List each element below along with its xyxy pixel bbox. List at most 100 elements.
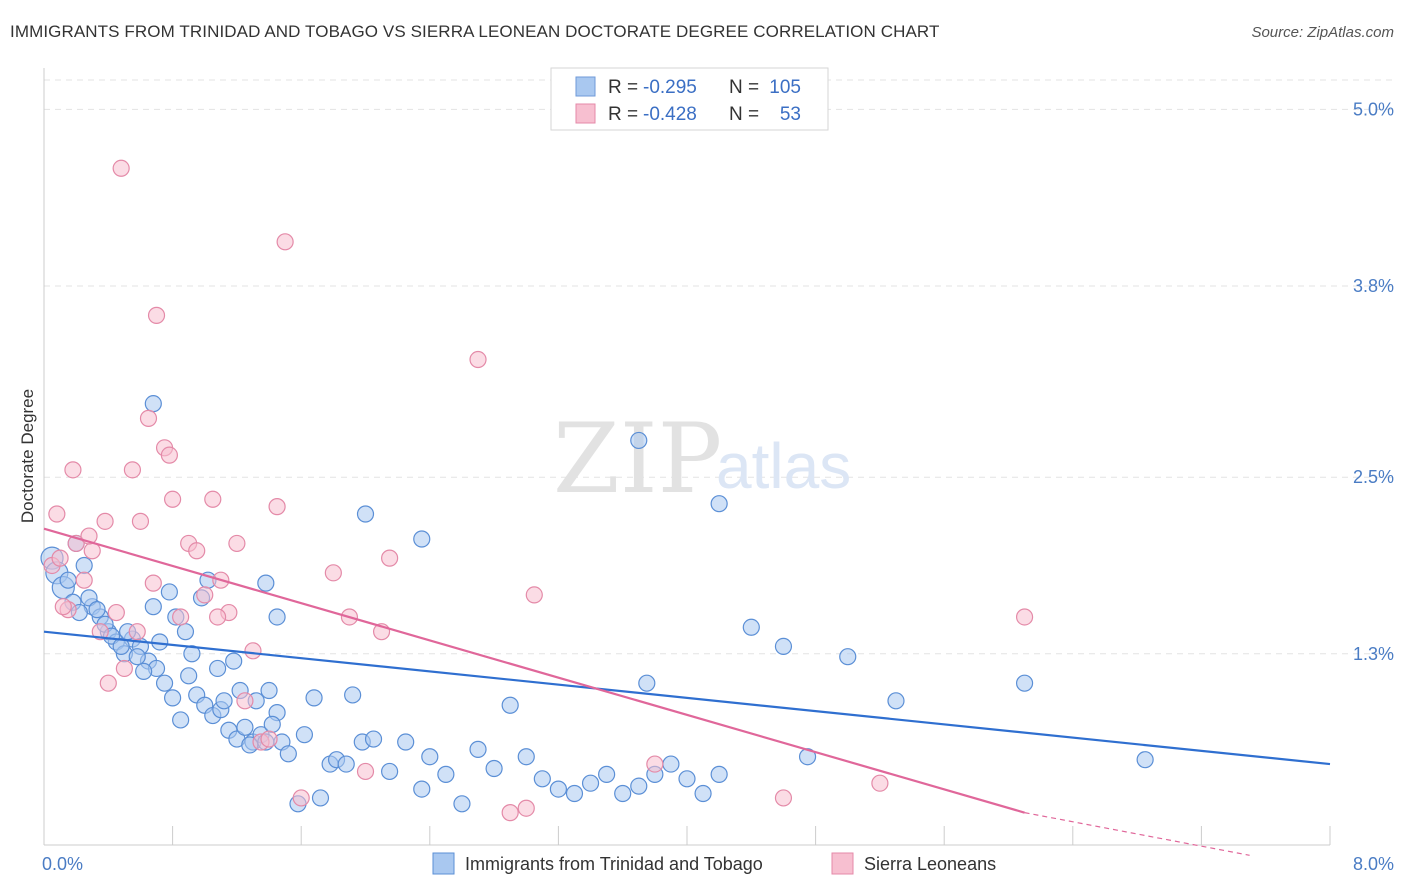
data-point bbox=[614, 784, 632, 803]
data-point bbox=[324, 564, 342, 582]
data-point bbox=[1015, 608, 1034, 626]
y-tick-label: 3.8% bbox=[1353, 276, 1394, 296]
data-point bbox=[381, 549, 399, 567]
data-point bbox=[364, 730, 383, 748]
data-point bbox=[279, 745, 297, 763]
data-point bbox=[147, 306, 166, 324]
data-point bbox=[75, 571, 93, 589]
data-point bbox=[662, 755, 680, 773]
data-point bbox=[54, 598, 72, 616]
data-point bbox=[638, 674, 656, 692]
data-point bbox=[598, 765, 616, 783]
data-point bbox=[209, 659, 227, 678]
data-point bbox=[164, 689, 182, 707]
trend-line-extension bbox=[1024, 812, 1250, 856]
watermark-atlas: atlas bbox=[716, 430, 851, 502]
data-point bbox=[356, 762, 375, 781]
watermark: ZIP atlas bbox=[553, 403, 851, 515]
data-point bbox=[112, 637, 130, 655]
data-point bbox=[469, 740, 487, 758]
gridlines bbox=[44, 79, 1395, 655]
data-point bbox=[160, 446, 178, 464]
data-point bbox=[160, 583, 178, 601]
data-point bbox=[337, 755, 355, 773]
data-point bbox=[268, 608, 286, 626]
legend-swatch bbox=[575, 76, 596, 97]
y-tick-label: 5.0% bbox=[1353, 99, 1394, 119]
data-point bbox=[180, 667, 198, 685]
y-axis-label: Doctorate Degree bbox=[18, 389, 37, 523]
trend-lines bbox=[43, 527, 1331, 856]
data-point bbox=[59, 571, 77, 589]
data-point bbox=[164, 490, 182, 508]
data-point bbox=[871, 774, 889, 792]
data-point bbox=[225, 652, 243, 670]
legend-series-label: Immigrants from Trinidad and Tobago bbox=[465, 854, 763, 874]
data-point bbox=[260, 730, 278, 748]
data-point bbox=[268, 498, 286, 516]
data-point bbox=[453, 795, 471, 813]
data-point bbox=[135, 662, 153, 681]
legend-box bbox=[550, 67, 829, 131]
data-point bbox=[176, 623, 195, 641]
data-point bbox=[244, 642, 262, 660]
data-point bbox=[257, 574, 275, 592]
data-point bbox=[80, 589, 98, 607]
legend-r-value: -0.428 bbox=[643, 104, 697, 125]
data-point bbox=[172, 711, 190, 729]
y-tick-label: 1.3% bbox=[1353, 644, 1394, 664]
data-point bbox=[128, 648, 146, 666]
data-point bbox=[630, 777, 648, 795]
data-point bbox=[115, 659, 133, 678]
data-point bbox=[196, 586, 214, 604]
watermark-zip: ZIP bbox=[553, 403, 722, 515]
legend-series-label: Sierra Leoneans bbox=[864, 854, 996, 874]
data-point bbox=[565, 784, 584, 803]
data-point bbox=[887, 692, 905, 710]
legend-swatch bbox=[831, 852, 854, 875]
data-point bbox=[75, 556, 93, 575]
y-tick-label: 2.5% bbox=[1353, 467, 1394, 487]
data-point bbox=[263, 715, 281, 733]
data-point bbox=[88, 601, 106, 619]
data-point bbox=[469, 350, 487, 369]
data-point bbox=[112, 159, 130, 177]
chart-title: IMMIGRANTS FROM TRINIDAD AND TOBAGO VS S… bbox=[10, 22, 940, 41]
correlation-legend: R = -0.295 N = 105 R = -0.428 N = 53 bbox=[550, 67, 829, 131]
data-point bbox=[533, 770, 551, 788]
data-point bbox=[381, 762, 399, 781]
data-point bbox=[397, 733, 415, 751]
data-point bbox=[183, 645, 201, 663]
data-point bbox=[99, 674, 117, 692]
data-point bbox=[1015, 674, 1034, 692]
data-point bbox=[139, 409, 158, 427]
data-point bbox=[131, 512, 150, 530]
data-point bbox=[774, 637, 793, 655]
legend-n-value: 105 bbox=[769, 77, 801, 98]
data-point bbox=[517, 748, 535, 766]
data-point bbox=[581, 774, 600, 792]
legend-n-label: N = bbox=[729, 77, 759, 98]
data-point bbox=[64, 461, 82, 479]
data-point bbox=[172, 608, 190, 626]
legend-swatch bbox=[575, 103, 596, 124]
tick-labels: 1.3% 2.5% 3.8% 5.0% 0.0% 8.0% bbox=[42, 99, 1394, 874]
data-point bbox=[413, 780, 431, 798]
data-point bbox=[292, 789, 310, 807]
data-point bbox=[144, 598, 162, 616]
data-point bbox=[710, 765, 728, 783]
data-point bbox=[710, 495, 728, 513]
data-point bbox=[144, 395, 162, 413]
source-credit: Source: ZipAtlas.com bbox=[1251, 24, 1394, 41]
data-point bbox=[1136, 751, 1154, 769]
data-point bbox=[678, 770, 696, 788]
trend-line bbox=[43, 527, 1025, 814]
data-point bbox=[295, 726, 314, 744]
data-point bbox=[91, 623, 109, 641]
series-sierra-points bbox=[43, 159, 1034, 822]
data-point bbox=[356, 505, 375, 523]
data-point bbox=[107, 603, 125, 622]
x-tick-label: 0.0% bbox=[42, 854, 83, 874]
data-point bbox=[228, 534, 246, 553]
